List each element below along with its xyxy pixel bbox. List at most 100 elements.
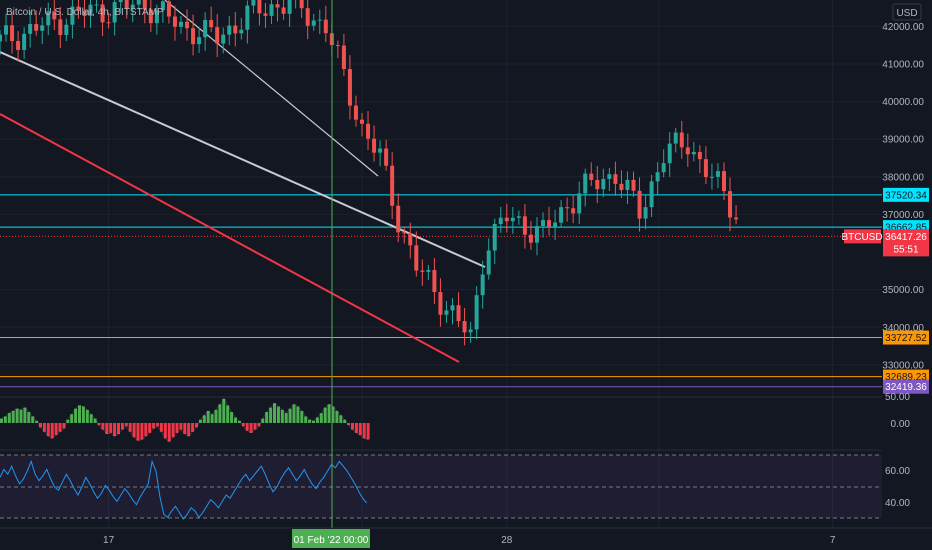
rsi-line (0, 459, 367, 520)
level-tag-label: 32689.23 (885, 372, 927, 383)
candle-body (16, 41, 21, 50)
candle-body (553, 222, 558, 227)
histogram-bar (195, 423, 198, 428)
histogram-bar (234, 417, 237, 423)
candle-body (0, 34, 2, 42)
candle-body (136, 0, 141, 5)
histogram-bar (152, 423, 156, 429)
histogram-bar (93, 418, 97, 423)
candle-body (390, 165, 395, 206)
histogram-bar (179, 423, 183, 430)
histogram-bar (117, 423, 120, 434)
histogram-bar (105, 423, 109, 434)
histogram-bar (175, 423, 179, 433)
price-tick-label: 33000.00 (882, 360, 924, 371)
histogram-bar (198, 419, 202, 423)
candle-body (643, 207, 648, 219)
histogram-bar (304, 416, 308, 423)
candle-body (462, 321, 467, 333)
candle-body (366, 123, 371, 139)
candle-body (697, 151, 702, 160)
candle-body (438, 292, 443, 315)
candle-body (124, 0, 129, 9)
candle-body (239, 29, 244, 34)
candle-body (40, 25, 45, 31)
candle-body (106, 22, 111, 24)
histogram-bar (237, 420, 241, 423)
candle-body (510, 217, 515, 222)
candle-body (281, 7, 286, 14)
candle-body (703, 159, 708, 178)
candle-body (637, 190, 642, 219)
histogram-bar (128, 423, 132, 432)
price-tick-label: 41000.00 (882, 59, 924, 70)
histogram-bar (292, 404, 296, 423)
candle-body (589, 173, 594, 180)
currency-label: USD (896, 8, 917, 19)
candle-body (118, 0, 123, 3)
histogram-bar (362, 423, 366, 439)
candle-body (607, 174, 612, 179)
price-tick-label: 38000.00 (882, 172, 924, 183)
histogram-bar (343, 419, 347, 423)
candle-body (444, 310, 449, 315)
candle-body (100, 4, 105, 23)
histogram-bar (74, 408, 78, 423)
symbol-tag (844, 229, 881, 244)
candle-body (625, 179, 630, 190)
price-tick-label: 37000.00 (882, 210, 924, 221)
candle-body (166, 1, 171, 17)
level-tag-label: 36662.85 (885, 223, 927, 234)
candle-body (215, 27, 220, 44)
candle-body (522, 216, 527, 235)
candle-body (82, 10, 87, 16)
candle-body (148, 9, 153, 24)
histogram-bar (230, 412, 234, 423)
candle-body (4, 25, 9, 35)
candle-body (679, 132, 684, 148)
candle-body (269, 4, 274, 16)
histogram-bar (312, 420, 315, 423)
histogram-outline (1, 398, 369, 443)
candle-body (426, 270, 431, 272)
candle-body (154, 10, 159, 24)
candle-body (734, 217, 739, 220)
histogram-bar (249, 423, 253, 433)
candle-body (492, 224, 497, 251)
candle-body (691, 151, 696, 155)
histogram-bar (81, 406, 85, 423)
level-tag-label: 37520.34 (885, 190, 927, 201)
candle-body (595, 179, 600, 190)
histogram-bar (210, 414, 214, 423)
candle-body (160, 1, 165, 11)
price-tick-label: 34000.00 (882, 323, 924, 334)
candle-body (179, 21, 183, 27)
histogram-bar (226, 405, 230, 423)
histogram-bar (50, 423, 54, 439)
histogram-bar (27, 412, 31, 423)
candle-body (583, 173, 588, 194)
histogram-bar (366, 423, 370, 440)
histogram-bar (19, 409, 23, 423)
candle-body (70, 6, 75, 25)
histogram-bar (284, 413, 288, 423)
histogram-bar (206, 410, 210, 423)
candle-body (378, 148, 383, 153)
candle-body (227, 25, 232, 35)
price-tick-label: 42000.00 (882, 22, 924, 33)
level-tag (883, 187, 929, 202)
histogram-bar (183, 423, 187, 434)
histogram-bar (276, 406, 280, 423)
candle-body (613, 174, 618, 184)
histogram-bar (257, 423, 261, 427)
upper-trend (164, 0, 379, 177)
histogram-bar (62, 423, 66, 429)
candle-body (534, 226, 539, 243)
histogram-bar (163, 423, 167, 439)
histogram-bar (0, 418, 3, 423)
candle-body (360, 119, 364, 124)
histogram-bar (159, 423, 163, 432)
currency-button[interactable]: USD (892, 3, 922, 21)
